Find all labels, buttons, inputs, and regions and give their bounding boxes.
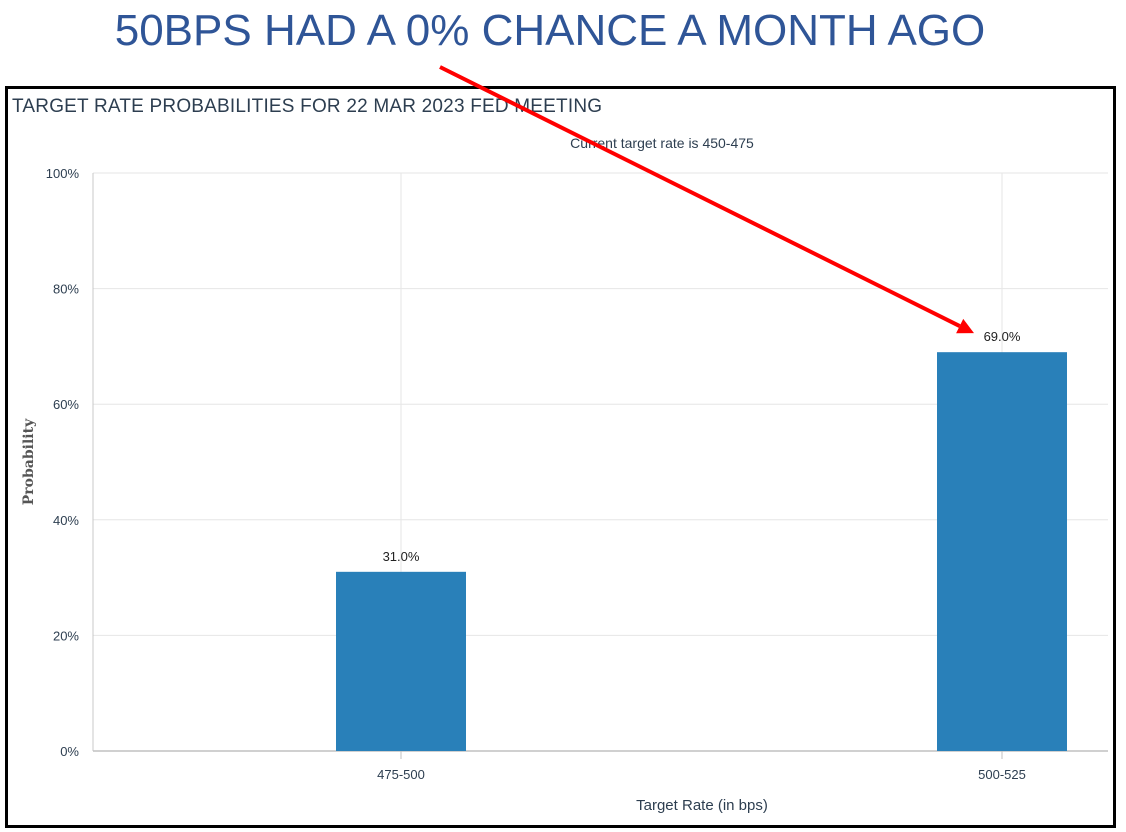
bar-475-500 — [336, 571, 466, 751]
y-tick-label: 20% — [53, 628, 79, 643]
y-tick-label: 80% — [53, 282, 79, 297]
y-axis-label: Probability — [21, 418, 37, 505]
arrow-shaft — [439, 65, 961, 328]
label-layer: 0% 20% 40% 60% 80% 100% 31.0% 475-500 69.0% 500-5… — [46, 166, 1026, 782]
x-tick-label: 475-500 — [377, 767, 425, 782]
bar-layer — [336, 352, 1067, 751]
bar-value-label: 31.0% — [383, 549, 420, 564]
chart-subtitle: Current target rate is 450-475 — [570, 135, 754, 151]
annotation-arrow — [439, 65, 974, 334]
y-tick-label: 100% — [46, 166, 80, 181]
y-tick-label: 60% — [53, 397, 79, 412]
bar-500-525 — [937, 352, 1067, 751]
bar-value-label: 69.0% — [984, 329, 1021, 344]
chart-title: TARGET RATE PROBABILITIES FOR 22 MAR 202… — [12, 96, 603, 117]
chart-frame — [5, 86, 1116, 828]
arrow-head — [956, 318, 974, 334]
y-tick-label: 0% — [60, 744, 79, 759]
x-axis-label: Target Rate (in bps) — [636, 797, 768, 814]
headline: 50BPS HAD A 0% CHANCE A MONTH AGO — [114, 6, 986, 55]
y-tick-label: 40% — [53, 513, 79, 528]
x-tick-label: 500-525 — [978, 767, 1026, 782]
